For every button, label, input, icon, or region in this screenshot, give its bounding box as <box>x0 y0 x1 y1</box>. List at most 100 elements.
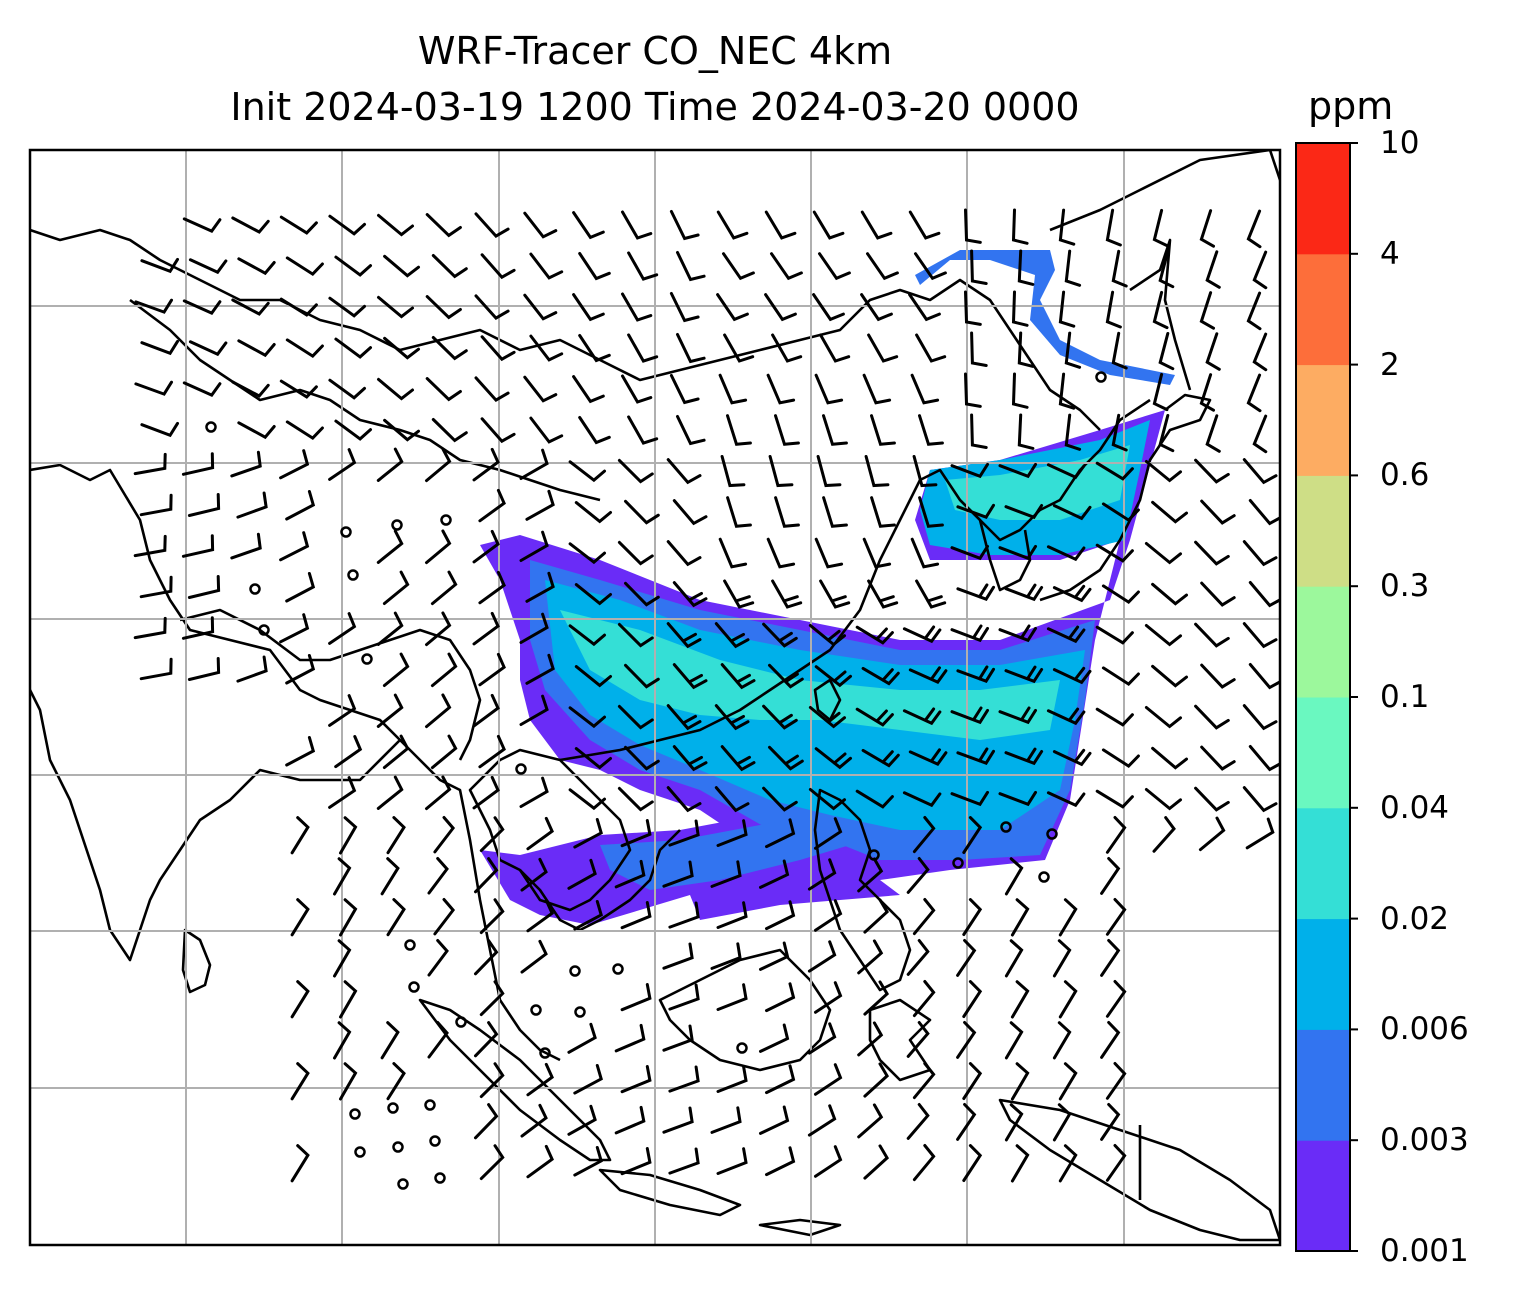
wind-barb <box>1151 582 1188 606</box>
wind-barb <box>1105 980 1127 1018</box>
calm-circle <box>347 569 359 581</box>
wind-barb <box>759 941 790 971</box>
wind-barb <box>1158 414 1175 453</box>
wind-barb <box>808 788 846 811</box>
wind-barb <box>620 819 652 848</box>
wind-barb <box>523 375 558 403</box>
wind-barb <box>676 333 706 364</box>
wind-barb <box>956 583 995 602</box>
wind-barb <box>376 775 404 810</box>
wind-barb <box>862 373 892 405</box>
wind-barb <box>1252 250 1268 290</box>
wind-barb <box>822 414 848 446</box>
wind-barb <box>478 734 506 769</box>
wind-barb <box>1144 624 1182 647</box>
wind-barb <box>870 496 896 528</box>
wind-barb <box>860 293 893 322</box>
wind-barb <box>765 1064 796 1095</box>
wind-barb <box>567 858 597 890</box>
calm-circle <box>404 939 416 951</box>
wind-barb <box>716 901 748 929</box>
wind-barb <box>290 816 310 855</box>
wind-barb <box>479 1144 505 1181</box>
wind-barb <box>1242 540 1278 567</box>
wind-barb <box>1194 458 1230 484</box>
wind-barb <box>430 734 458 770</box>
wind-barb <box>1200 745 1236 771</box>
wind-barb <box>1101 584 1140 605</box>
wind-barb <box>334 337 372 359</box>
wind-barb <box>578 334 611 363</box>
wind-barb <box>279 379 318 399</box>
coast-taiwan <box>813 678 842 722</box>
wind-barb <box>1017 413 1035 450</box>
wind-barb <box>855 789 894 809</box>
wind-barb <box>525 571 555 603</box>
wind-barb <box>762 622 798 648</box>
wind-barb <box>614 1023 646 1053</box>
wind-barb <box>676 415 706 446</box>
wind-barb <box>290 898 310 937</box>
wind-barb <box>1011 372 1029 409</box>
wind-barb <box>1246 373 1262 413</box>
wind-barb <box>666 540 702 567</box>
wind-barb <box>857 1021 884 1057</box>
wind-barb <box>962 898 983 936</box>
wind-barb <box>328 378 366 400</box>
coast-timor <box>758 1218 842 1237</box>
wind-barb <box>1200 499 1236 525</box>
wind-barb <box>526 816 554 851</box>
wind-barb <box>1095 543 1134 563</box>
wind-barb <box>716 1065 748 1093</box>
wind-barb <box>333 857 352 896</box>
wind-barb <box>918 414 944 446</box>
wind-barb <box>1064 249 1082 287</box>
wind-barb <box>472 775 500 810</box>
wind-barb <box>662 1106 694 1134</box>
wind-barb <box>672 745 708 772</box>
wind-barb <box>474 376 510 403</box>
wind-barb <box>962 1062 983 1100</box>
wind-barb <box>950 544 989 561</box>
wind-barb <box>1064 413 1082 451</box>
wind-barb <box>766 373 796 405</box>
wind-barb <box>906 1021 930 1058</box>
colorbar-bin <box>1296 475 1350 587</box>
wind-barb <box>133 534 167 558</box>
wind-barb <box>1010 898 1030 937</box>
wind-barb <box>1252 332 1268 372</box>
wind-barb <box>1242 786 1278 813</box>
map-frame <box>28 148 1282 1247</box>
wind-barb <box>723 579 755 609</box>
wind-barb <box>140 257 179 274</box>
coast-srilanka <box>181 928 212 994</box>
wind-barb <box>669 374 700 405</box>
wind-barb <box>956 1021 977 1059</box>
calm-circle <box>569 965 581 977</box>
wind-barb <box>520 939 548 974</box>
wind-barb <box>962 1144 983 1182</box>
wind-barb <box>617 622 654 648</box>
wind-barb <box>1246 209 1262 249</box>
calm-circle <box>392 1141 404 1153</box>
wind-barb <box>620 1065 652 1094</box>
wind-barb <box>519 530 549 562</box>
wind-barb <box>425 295 462 320</box>
wind-barb <box>617 458 654 484</box>
wind-barb <box>519 694 549 726</box>
wind-barb <box>430 652 458 688</box>
wind-barb <box>1242 622 1278 649</box>
wind-barb <box>915 333 947 363</box>
wind-barb <box>620 983 652 1012</box>
wind-barb <box>726 414 752 446</box>
wind-barb <box>855 625 894 645</box>
wind-barb <box>1144 542 1182 565</box>
wind-barb <box>764 293 797 322</box>
wind-barb <box>908 748 948 766</box>
wind-barb <box>1046 707 1086 726</box>
wind-barb <box>526 1062 554 1097</box>
wind-barb <box>617 786 654 812</box>
calm-circle <box>736 1042 748 1054</box>
wind-barb <box>861 748 900 768</box>
colorbar-tick-label: 0.3 <box>1380 568 1430 605</box>
